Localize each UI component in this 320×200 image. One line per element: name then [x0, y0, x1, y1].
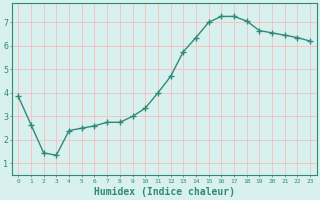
X-axis label: Humidex (Indice chaleur): Humidex (Indice chaleur) [94, 186, 235, 197]
